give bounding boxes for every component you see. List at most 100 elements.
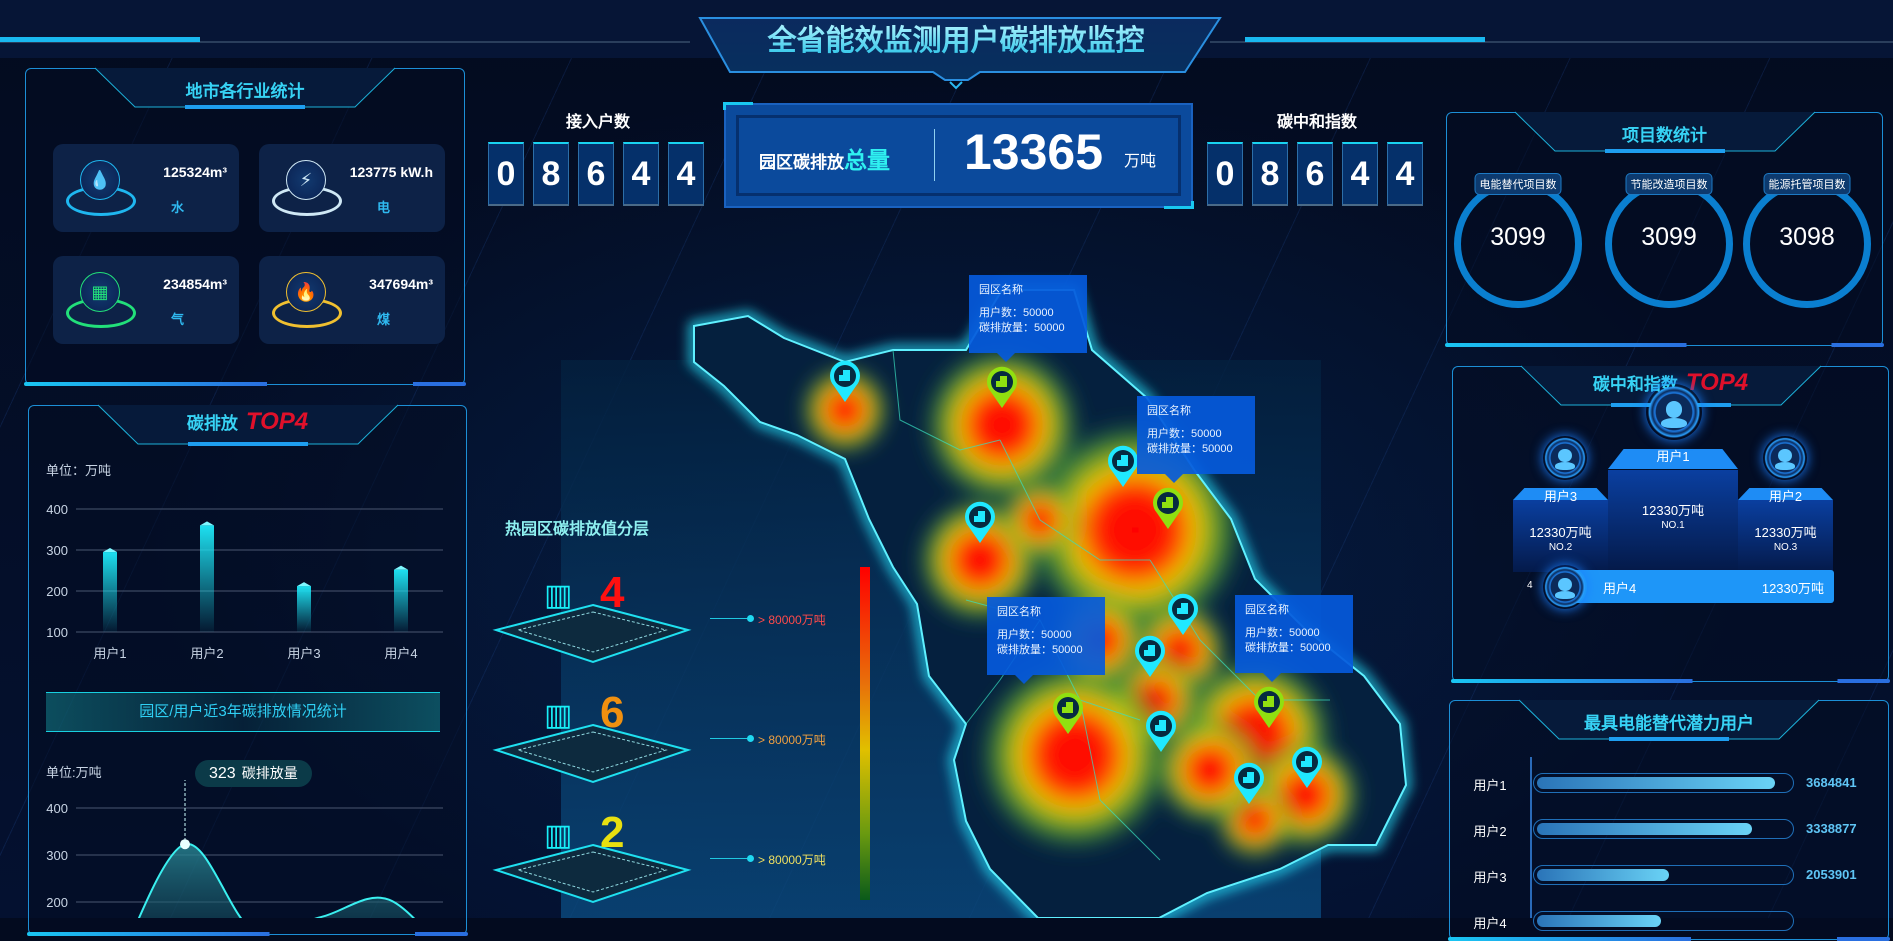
bar[interactable] — [103, 552, 117, 632]
top4-badge: TOP4 — [245, 408, 309, 435]
map-pin-icon[interactable] — [1234, 762, 1264, 804]
emission-title: 碳排放 — [186, 414, 238, 433]
bar-cap — [394, 565, 408, 570]
total-emission-value: 13365 — [964, 124, 1104, 180]
counter-digit: 4 — [668, 142, 704, 206]
layers-title: 热园区碳排放值分层 — [505, 521, 650, 538]
podium-value: 12330万吨 — [1754, 525, 1817, 540]
layer-threshold: > 80000万吨 — [758, 613, 826, 627]
counter-digit: 8 — [533, 142, 569, 206]
podium-rank: NO.3 — [1773, 542, 1798, 553]
park-users: 用户数：50000 — [1147, 428, 1222, 440]
potential-row[interactable]: 用户2 3338877 — [1450, 819, 1890, 841]
user-name: 用户2 — [1473, 824, 1507, 839]
map-pin-icon[interactable] — [1135, 635, 1165, 677]
park-users: 用户数：50000 — [997, 629, 1072, 641]
page-title: 全省能效监测用户碳排放监控 — [766, 23, 1144, 57]
avatar-icon — [1543, 565, 1587, 609]
counter-digit: 4 — [1387, 142, 1423, 206]
podium-value: 12330万吨 — [1641, 503, 1705, 518]
layer-item: ▥ 4 — [488, 568, 698, 670]
x-tick-label: 用户1 — [93, 646, 126, 661]
park-emission: 碳排放量：50000 — [997, 644, 1083, 656]
progress-fill — [1537, 915, 1661, 927]
industry-value: 234854m³ — [163, 276, 227, 292]
map-pin-icon[interactable] — [830, 360, 860, 402]
rank-four-name: 用户4 — [1603, 581, 1637, 596]
data-point[interactable] — [180, 839, 190, 850]
building-icon — [996, 376, 1007, 387]
industry-value: 125324m³ — [163, 164, 227, 180]
user-name: 用户4 — [1473, 916, 1507, 931]
layer-item: ▥ 6 — [488, 688, 698, 790]
building-icon: ▥ — [544, 819, 573, 852]
potential-users-panel: 最具电能替代潜力用户 — [1448, 699, 1890, 941]
panel-title: 最具电能替代潜力用户 — [1519, 699, 1819, 741]
panel-title: 碳排放 TOP4 — [97, 404, 398, 446]
potential-row[interactable]: 用户4 — [1450, 911, 1890, 933]
map-pin-icon[interactable] — [965, 501, 995, 543]
map-pin-icon[interactable] — [1168, 593, 1198, 635]
map-pin-icon[interactable] — [1292, 746, 1322, 788]
projects-title: 项目数统计 — [1622, 126, 1707, 145]
park-tooltip: 园区名称 用户数：50000 碳排放量：50000 — [969, 275, 1087, 362]
bar[interactable] — [297, 586, 311, 632]
trend-banner: 园区/用户近3年碳排放情况统计 — [46, 692, 440, 732]
park-users: 用户数：50000 — [979, 307, 1054, 319]
counter-digit: 4 — [623, 142, 659, 206]
layer-threshold: > 80000万吨 — [758, 733, 826, 747]
project-label: 电能替代项目数 — [1474, 173, 1562, 195]
layer-platform — [492, 723, 692, 784]
gas-icon: ▦ — [80, 272, 120, 312]
counter-digit: 8 — [1252, 142, 1288, 206]
y-tick-label: 300 — [46, 543, 68, 558]
podium-rank: NO.1 — [1661, 520, 1685, 531]
building-icon — [1263, 696, 1274, 707]
progress-fill — [1537, 869, 1669, 881]
map-pin-icon[interactable] — [1053, 692, 1083, 734]
map-pin-icon[interactable] — [1146, 710, 1176, 752]
building-icon: ▥ — [544, 579, 573, 612]
total-emission-box: 园区碳排放总量 13365 万吨 — [723, 102, 1194, 209]
podium-name: 用户3 — [1543, 489, 1578, 504]
y-tick-label: 100 — [46, 625, 68, 640]
connected-users-label: 接入户数 — [565, 114, 630, 131]
map-pin-icon[interactable] — [987, 366, 1017, 408]
podium-value: 12330万吨 — [1529, 525, 1592, 540]
industry-card: 💧 125324m³ 水 — [53, 144, 239, 232]
bar-cap — [200, 521, 214, 526]
bar[interactable] — [394, 569, 408, 632]
lightning-icon: ⚡ — [286, 160, 326, 200]
map-pin-icon[interactable] — [1153, 487, 1183, 529]
counter-digit: 0 — [1207, 142, 1243, 206]
bar[interactable] — [200, 525, 214, 632]
building-icon — [1177, 603, 1188, 614]
heat-spot — [922, 345, 1082, 505]
chart-tooltip: 323 碳排放量 — [195, 760, 312, 787]
project-count-ring: 电能替代项目数 3099 — [1454, 173, 1582, 308]
layer-count: 6 — [600, 688, 625, 737]
x-tick-label: 用户4 — [384, 646, 417, 661]
project-value: 3099 — [1641, 223, 1697, 251]
map-pin-icon[interactable] — [1254, 686, 1284, 728]
project-label: 节能改造项目数 — [1625, 173, 1713, 195]
counter-digit: 6 — [1297, 142, 1333, 206]
potential-row[interactable]: 用户3 2053901 — [1450, 865, 1890, 887]
connector-line — [710, 615, 754, 622]
layer-count: 4 — [600, 568, 625, 617]
industry-card: ▦ 234854m³ 气 — [53, 256, 239, 344]
map-pin-icon[interactable] — [1108, 445, 1138, 487]
industry-label: 煤 — [377, 312, 391, 327]
building-icon — [1062, 702, 1073, 713]
layer-threshold: > 80000万吨 — [758, 853, 826, 867]
user-value: 3684841 — [1806, 775, 1857, 790]
industry-value: 123775 kW.h — [349, 164, 433, 180]
building-icon — [1117, 455, 1128, 466]
industry-card: ⚡ 123775 kW.h 电 — [259, 144, 445, 232]
progress-track — [1533, 911, 1794, 931]
heat-spot — [1023, 418, 1247, 642]
axis-line — [1530, 757, 1532, 918]
potential-row[interactable]: 用户1 3684841 — [1450, 773, 1890, 795]
bar-unit-label: 单位：万吨 — [46, 463, 112, 478]
x-tick-label: 用户2 — [190, 646, 223, 661]
